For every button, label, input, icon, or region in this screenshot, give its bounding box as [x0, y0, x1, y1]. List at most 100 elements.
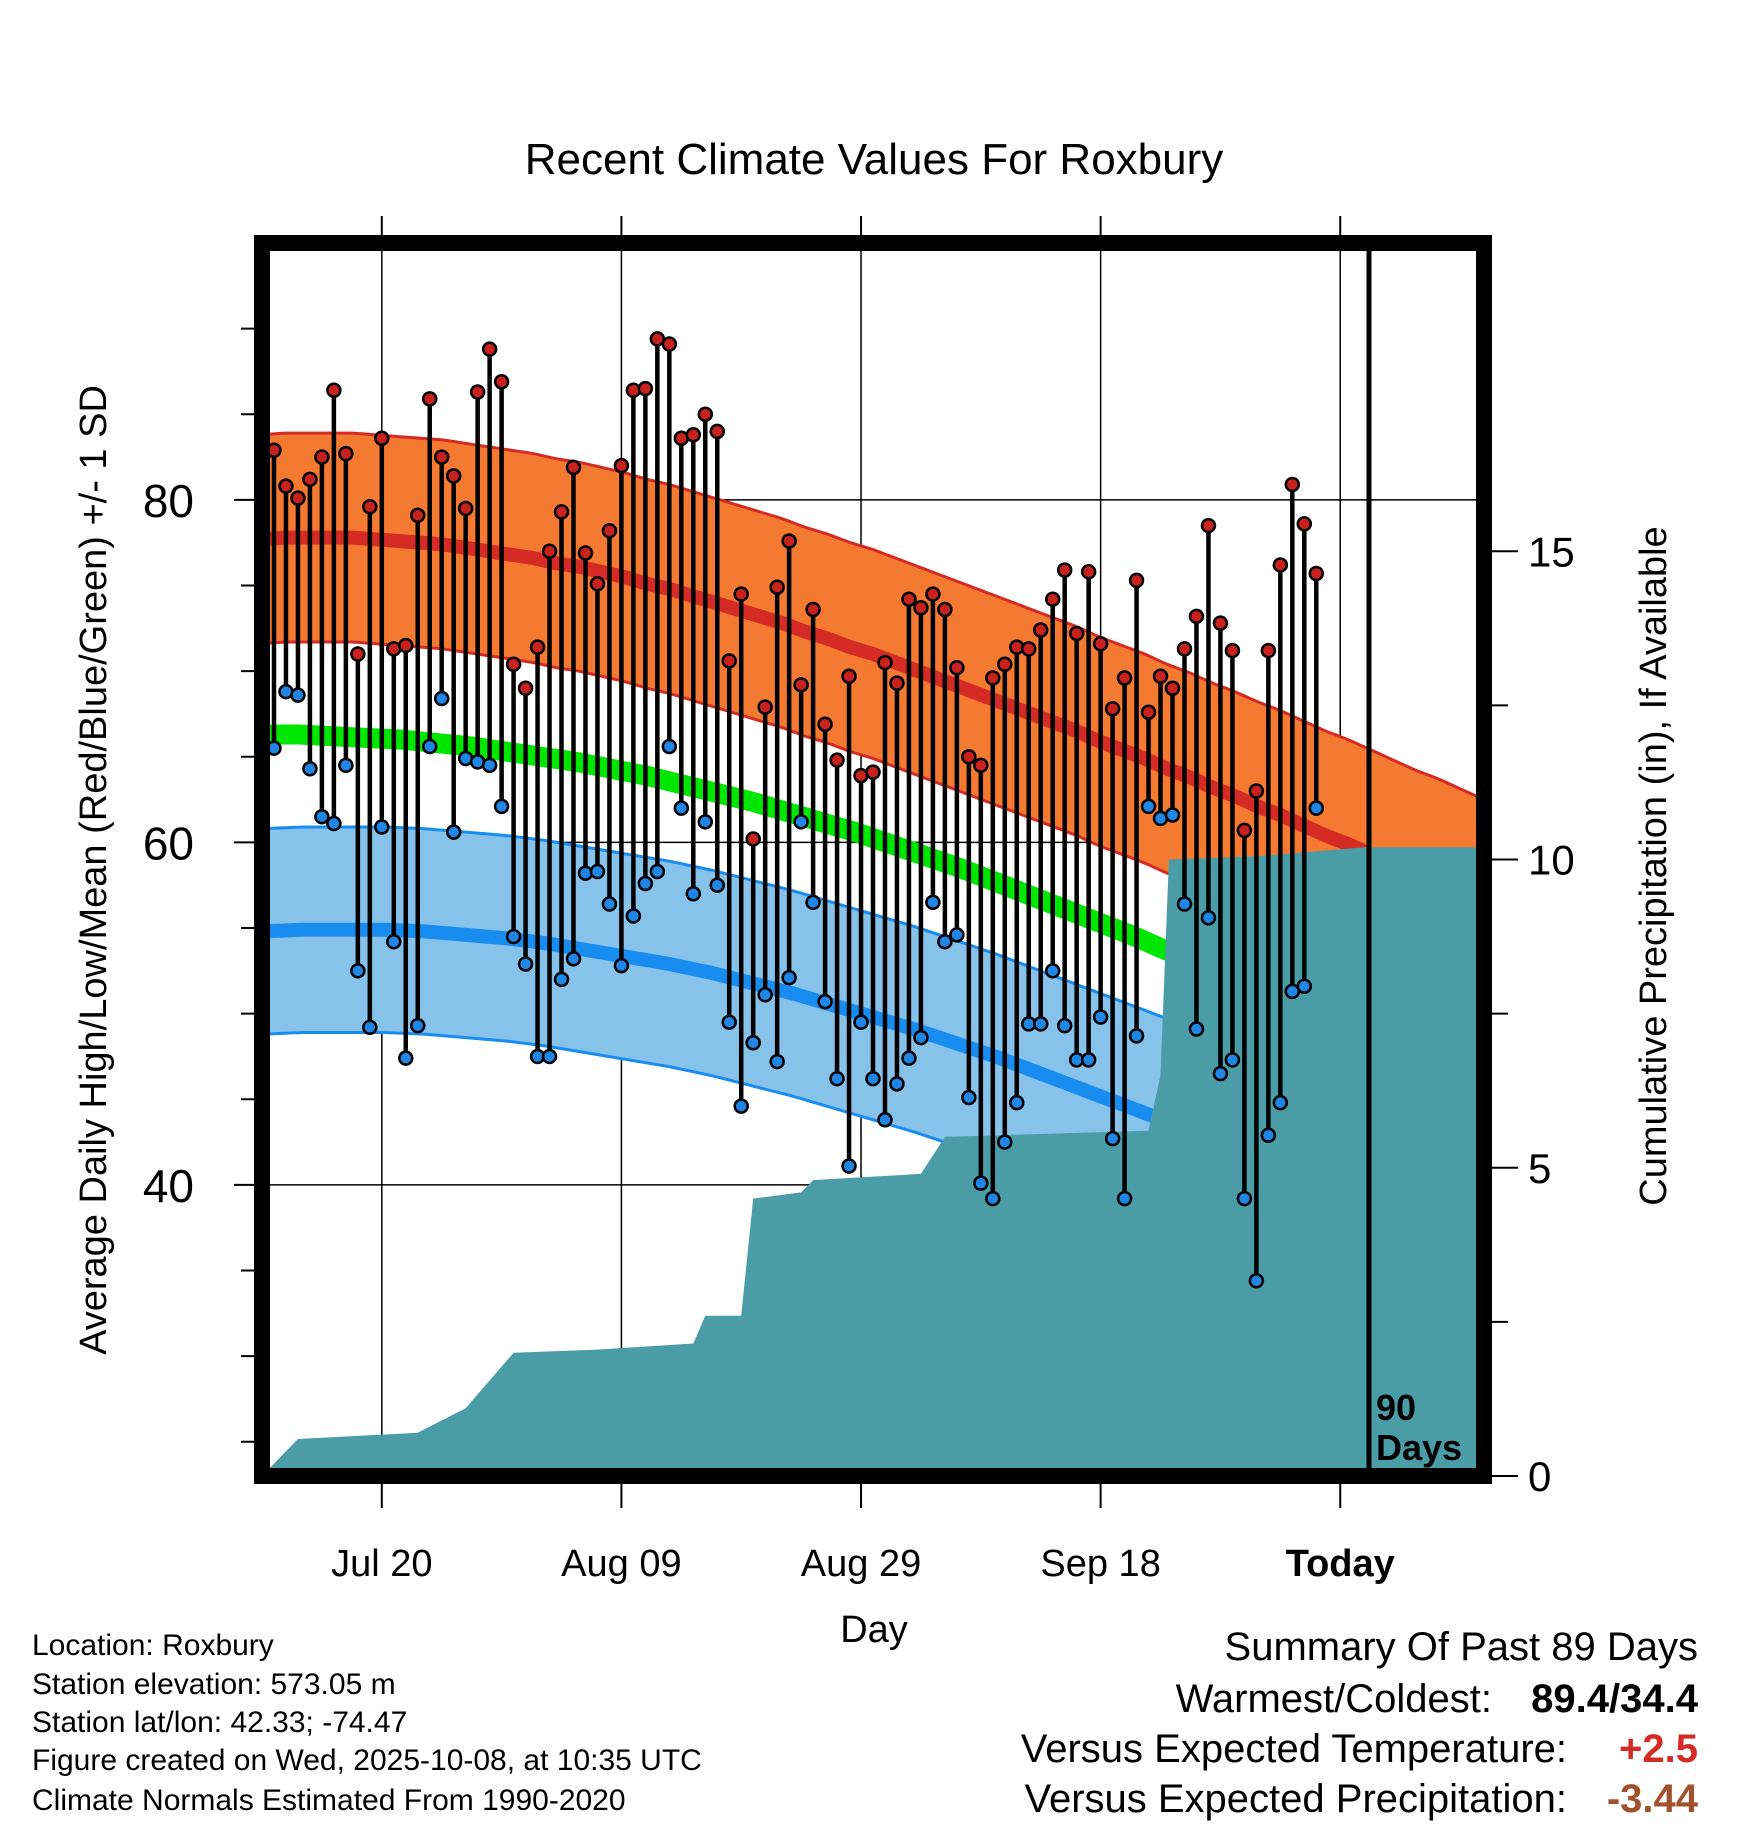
daily-high-point — [1212, 615, 1229, 631]
daily-high-point — [865, 764, 881, 780]
daily-high-point — [481, 341, 498, 357]
daily-low-point — [925, 894, 941, 911]
daily-high-point — [1092, 635, 1109, 652]
daily-high-point — [925, 586, 941, 602]
daily-low-point — [673, 800, 690, 816]
daily-low-point — [709, 877, 726, 893]
daily-high-point — [541, 543, 558, 559]
daily-high-point — [1128, 572, 1145, 589]
x-axis-label: Day — [840, 1609, 908, 1651]
summary-precip-label: Versus Expected Precipitation: — [1024, 1777, 1567, 1821]
daily-low-point — [829, 1070, 845, 1087]
daily-low-point — [505, 928, 522, 945]
summary-warm-cold-label: Warmest/Coldest: — [1176, 1677, 1492, 1721]
daily-low-point — [637, 875, 654, 892]
daily-low-point — [565, 951, 582, 967]
daily-low-point — [1212, 1065, 1229, 1082]
daily-high-point — [398, 637, 414, 654]
daily-low-point — [937, 933, 953, 950]
daily-low-point — [553, 971, 570, 988]
daily-high-point — [290, 490, 306, 506]
daily-low-point — [1056, 1017, 1073, 1034]
daily-low-point — [685, 886, 702, 902]
daily-low-point — [817, 993, 833, 1010]
daily-low-point — [326, 815, 342, 832]
daily-high-point — [565, 459, 582, 476]
summary-temp-label: Versus Expected Temperature: — [1021, 1727, 1567, 1771]
daily-high-point — [350, 646, 366, 662]
daily-high-point — [493, 373, 510, 390]
daily-low-point — [398, 1050, 414, 1066]
daily-low-point — [865, 1070, 881, 1087]
daily-low-point — [1296, 978, 1313, 994]
daily-high-point — [1272, 557, 1289, 573]
daily-low-point — [338, 757, 354, 774]
cumulative-precip-area — [262, 847, 1484, 1476]
daily-high-point — [374, 430, 390, 446]
daily-high-point — [553, 504, 570, 520]
y-tick-label: 80 — [143, 475, 194, 527]
daily-high-point — [781, 533, 797, 549]
info-latlon: Station lat/lon: 42.33; -74.47 — [32, 1706, 407, 1739]
daily-high-point — [793, 677, 809, 693]
daily-low-point — [781, 969, 797, 986]
daily-low-point — [769, 1053, 785, 1070]
daily-low-point — [721, 1014, 737, 1030]
x-tick-label: Aug 29 — [801, 1543, 921, 1585]
daily-low-point — [973, 1175, 989, 1191]
daily-low-point — [1224, 1052, 1241, 1068]
daily-high-point — [589, 576, 606, 592]
daily-low-point — [1080, 1052, 1097, 1068]
daily-high-point — [457, 500, 474, 517]
daily-low-point — [841, 1158, 857, 1174]
daily-high-point — [1224, 642, 1241, 659]
daily-low-point — [481, 757, 498, 774]
daily-high-point — [1116, 670, 1133, 686]
daily-low-point — [517, 956, 534, 972]
daily-low-point — [290, 687, 306, 703]
daily-high-point — [1020, 641, 1037, 657]
daily-low-point — [877, 1112, 893, 1128]
daily-low-point — [901, 1050, 917, 1066]
daily-high-point — [1260, 642, 1277, 659]
daily-low-point — [1248, 1273, 1265, 1289]
daily-low-point — [1116, 1190, 1133, 1207]
daily-low-point — [997, 1134, 1013, 1150]
daily-low-point — [1188, 1021, 1205, 1037]
daily-high-point — [529, 639, 546, 655]
daily-high-point — [421, 391, 438, 407]
daily-high-point — [805, 601, 821, 618]
today-days-label: 90 Days — [1376, 1387, 1462, 1468]
daily-low-point — [1308, 800, 1325, 816]
y-axis-left: 80 60 40 — [143, 327, 254, 1443]
daily-high-point — [877, 654, 893, 671]
daily-low-point — [961, 1089, 977, 1106]
daily-high-point — [709, 423, 726, 440]
station-info: Location: Roxbury Station elevation: 573… — [32, 1629, 702, 1817]
daily-high-point — [817, 716, 833, 732]
daily-high-point — [338, 445, 354, 462]
daily-high-point — [949, 659, 965, 676]
daily-high-point — [721, 653, 737, 669]
daily-high-point — [913, 600, 929, 616]
daily-high-point — [445, 468, 462, 484]
info-elevation: Station elevation: 573.05 m — [32, 1668, 396, 1701]
daily-low-point — [1104, 1130, 1121, 1147]
daily-low-point — [1260, 1127, 1277, 1143]
daily-high-point — [1284, 476, 1301, 493]
daily-low-point — [1176, 896, 1193, 912]
daily-high-point — [973, 757, 989, 774]
summary-box: Summary Of Past 89 Days Warmest/Coldest:… — [1021, 1625, 1699, 1821]
daily-low-point — [541, 1048, 558, 1065]
daily-high-point — [1248, 783, 1265, 799]
daily-high-point — [1080, 564, 1097, 580]
daily-high-point — [757, 699, 773, 715]
daily-low-point — [601, 896, 618, 912]
daily-high-point — [985, 670, 1001, 686]
daily-low-point — [625, 908, 642, 924]
info-created: Figure created on Wed, 2025-10-08, at 10… — [32, 1744, 702, 1777]
daily-low-point — [386, 933, 402, 950]
daily-low-point — [1032, 1016, 1049, 1032]
daily-low-point — [374, 819, 390, 835]
x-tick-label: Sep 18 — [1040, 1543, 1160, 1585]
